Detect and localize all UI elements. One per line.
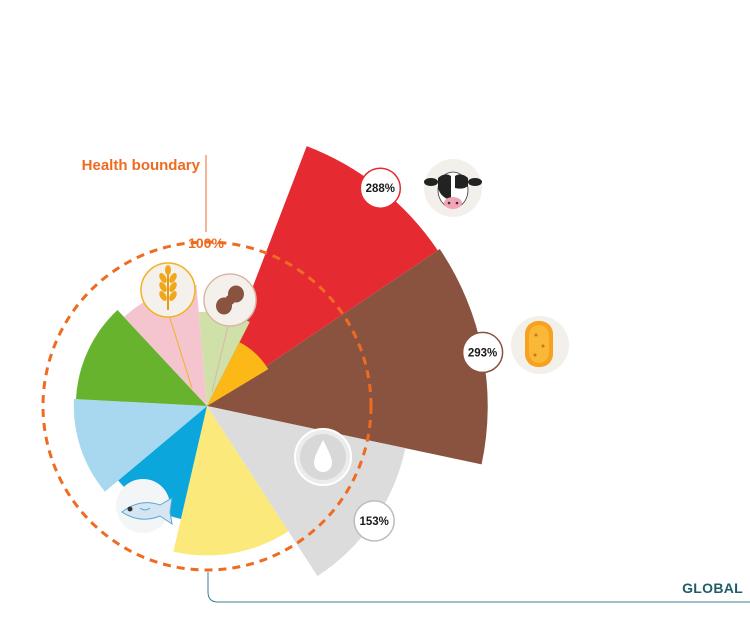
boundary-percent-label: 100% — [188, 235, 224, 251]
peanut-leader — [211, 325, 229, 393]
segment-beef — [207, 146, 438, 407]
region-label: GLOBAL — [682, 580, 743, 596]
region-bracket — [207, 572, 750, 603]
value-label-dairy: 153% — [353, 500, 395, 542]
value-text-beef: 288% — [366, 183, 395, 195]
wheat-icon — [140, 262, 196, 318]
segment-starchy — [198, 311, 250, 406]
potato-icon — [511, 316, 569, 374]
segment-grains — [207, 342, 269, 406]
health-boundary-label: Health boundary — [82, 157, 201, 174]
cow-icon — [424, 159, 482, 217]
value-labels: 288% 293% 153% — [353, 167, 504, 542]
milk-drop-icon — [294, 428, 352, 486]
value-text-dairy: 153% — [359, 516, 388, 528]
segment-eggs — [173, 406, 289, 556]
fish-icon — [116, 479, 173, 533]
wheat-leader — [167, 311, 193, 389]
health-boundary-circle — [41, 240, 373, 572]
segment-fruit — [124, 284, 207, 406]
peanut-icon — [203, 273, 257, 327]
segment-poultry — [73, 399, 207, 492]
value-label-pork: 293% — [461, 331, 504, 374]
value-text-pork: 293% — [468, 347, 497, 359]
segment-pork — [207, 249, 488, 465]
segment-dairy — [207, 406, 406, 577]
segment-vegetables — [75, 310, 207, 406]
value-label-beef: 288% — [359, 167, 402, 209]
chart-segments — [73, 146, 488, 577]
